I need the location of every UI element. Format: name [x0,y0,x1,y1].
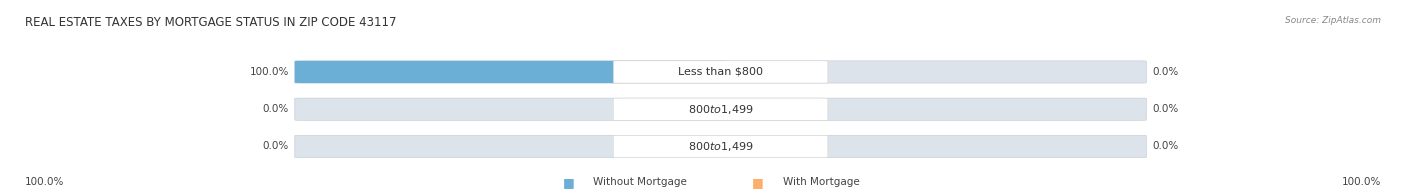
Text: 0.0%: 0.0% [263,104,288,114]
Text: REAL ESTATE TAXES BY MORTGAGE STATUS IN ZIP CODE 43117: REAL ESTATE TAXES BY MORTGAGE STATUS IN … [25,16,396,29]
Text: $800 to $1,499: $800 to $1,499 [688,140,754,153]
FancyBboxPatch shape [613,135,828,158]
Text: 100.0%: 100.0% [1341,177,1381,187]
Text: Without Mortgage: Without Mortgage [593,177,688,187]
FancyBboxPatch shape [613,61,828,83]
FancyBboxPatch shape [295,61,1146,83]
FancyBboxPatch shape [295,98,1146,120]
Text: 0.0%: 0.0% [1153,67,1178,77]
Text: 0.0%: 0.0% [263,142,288,152]
FancyBboxPatch shape [295,135,1146,158]
Text: 100.0%: 100.0% [25,177,65,187]
Text: 0.0%: 0.0% [1153,142,1178,152]
Text: 100.0%: 100.0% [249,67,288,77]
Text: Less than $800: Less than $800 [678,67,763,77]
Text: 0.0%: 0.0% [1153,104,1178,114]
Text: ■: ■ [562,176,574,189]
Text: ■: ■ [752,176,763,189]
Text: With Mortgage: With Mortgage [783,177,860,187]
Text: Source: ZipAtlas.com: Source: ZipAtlas.com [1285,16,1381,25]
FancyBboxPatch shape [295,61,727,83]
Text: $800 to $1,499: $800 to $1,499 [688,103,754,116]
FancyBboxPatch shape [613,98,828,120]
